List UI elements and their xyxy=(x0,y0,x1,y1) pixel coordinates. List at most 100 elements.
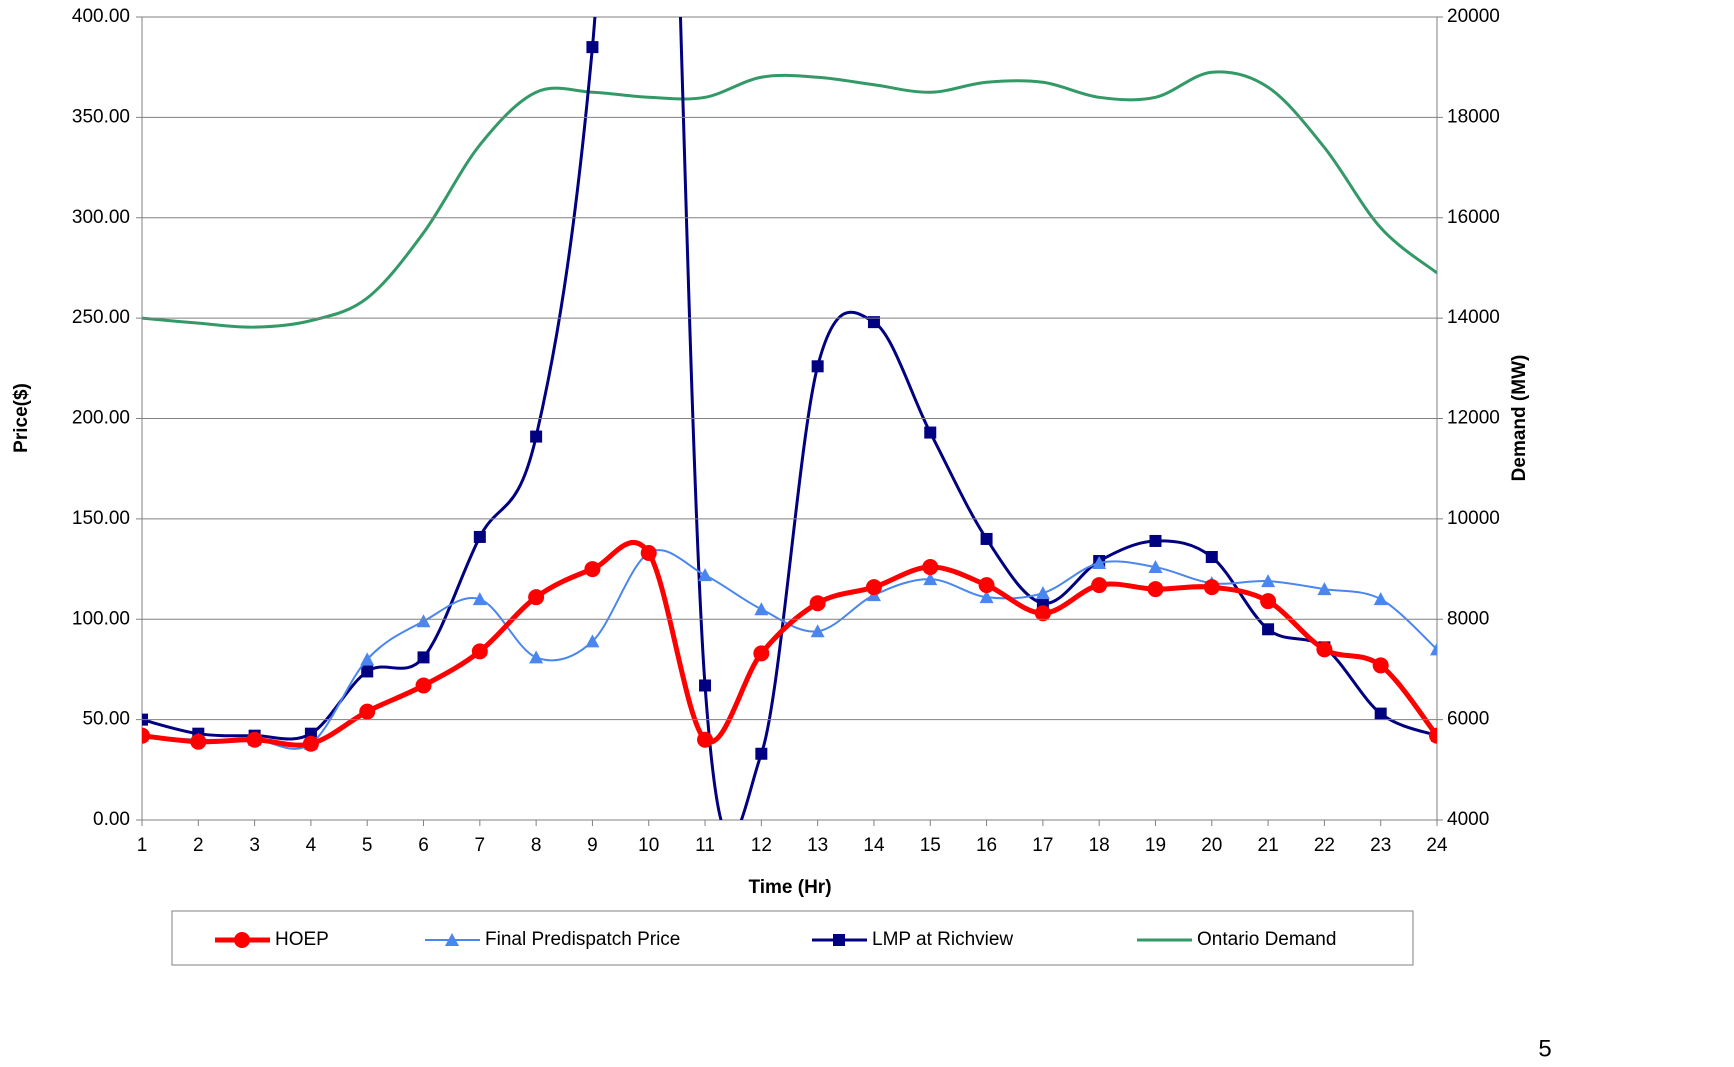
y2-tick-label: 14000 xyxy=(1447,307,1500,328)
marker xyxy=(1429,727,1437,744)
marker xyxy=(417,651,430,664)
x-tick-label: 13 xyxy=(807,835,828,856)
marker xyxy=(1203,579,1220,596)
x-tick-label: 2 xyxy=(193,835,204,856)
x-tick-label: 20 xyxy=(1201,835,1222,856)
legend-box xyxy=(171,910,1414,966)
marker xyxy=(924,426,937,439)
y-tick-label: 400.00 xyxy=(72,6,130,27)
x-tick-label: 7 xyxy=(475,835,486,856)
marker xyxy=(640,545,657,562)
marker xyxy=(471,643,488,660)
marker xyxy=(1317,582,1332,596)
x-tick-label: 8 xyxy=(531,835,542,856)
x-tick-label: 12 xyxy=(751,835,772,856)
y-tick-label: 350.00 xyxy=(72,106,130,127)
series-line xyxy=(142,17,1437,820)
marker xyxy=(415,677,432,694)
x-tick-label: 16 xyxy=(976,835,997,856)
marker xyxy=(1205,551,1218,564)
marker xyxy=(923,572,938,586)
marker xyxy=(754,602,769,616)
y-tick-label: 300.00 xyxy=(72,207,130,228)
marker xyxy=(753,645,770,662)
x-axis-title: Time (Hr) xyxy=(748,877,831,898)
y-tick-label: 250.00 xyxy=(72,307,130,328)
marker xyxy=(697,731,714,748)
y2-axis-title: Demand (MW) xyxy=(1509,355,1530,482)
marker xyxy=(867,316,880,329)
marker xyxy=(246,731,263,748)
marker xyxy=(528,589,545,606)
series-line xyxy=(142,70,1437,329)
marker xyxy=(1035,586,1050,600)
legend-label: Final Predispatch Price xyxy=(485,929,680,950)
marker xyxy=(1147,581,1164,598)
marker xyxy=(416,614,431,628)
x-tick-label: 22 xyxy=(1314,835,1335,856)
y2-tick-label: 20000 xyxy=(1447,6,1500,27)
y2-tick-label: 8000 xyxy=(1447,608,1489,629)
marker xyxy=(360,652,375,666)
marker xyxy=(585,634,600,648)
legend-label: HOEP xyxy=(275,929,329,950)
x-tick-label: 21 xyxy=(1258,835,1279,856)
marker xyxy=(1092,556,1107,570)
y2-tick-label: 12000 xyxy=(1447,408,1500,429)
marker xyxy=(586,41,599,54)
marker xyxy=(699,679,712,692)
marker xyxy=(1148,560,1163,574)
legend-label: Ontario Demand xyxy=(1197,929,1336,950)
marker xyxy=(980,532,993,545)
marker xyxy=(1373,592,1388,606)
x-tick-label: 23 xyxy=(1370,835,1391,856)
marker xyxy=(142,727,150,744)
x-tick-label: 9 xyxy=(587,835,598,856)
y-tick-label: 150.00 xyxy=(72,508,130,529)
y2-tick-label: 4000 xyxy=(1447,809,1489,830)
x-tick-label: 19 xyxy=(1145,835,1166,856)
y2-tick-label: 10000 xyxy=(1447,508,1500,529)
y-tick-label: 200.00 xyxy=(72,408,130,429)
marker xyxy=(529,650,544,664)
x-tick-label: 18 xyxy=(1089,835,1110,856)
marker xyxy=(1372,657,1389,674)
legend-marker xyxy=(833,934,845,946)
marker xyxy=(530,430,543,443)
y-tick-label: 50.00 xyxy=(82,709,130,730)
marker xyxy=(361,665,374,678)
marker xyxy=(1149,534,1162,547)
marker xyxy=(755,747,768,760)
marker xyxy=(1260,593,1277,610)
page-number: 5 xyxy=(1538,1035,1551,1062)
marker xyxy=(698,568,713,582)
marker xyxy=(1316,641,1333,658)
x-tick-label: 3 xyxy=(249,835,260,856)
marker xyxy=(978,577,995,594)
marker xyxy=(473,530,486,543)
marker xyxy=(190,733,207,750)
x-tick-label: 6 xyxy=(418,835,429,856)
y-tick-label: 100.00 xyxy=(72,608,130,629)
y2-tick-label: 18000 xyxy=(1447,106,1500,127)
x-tick-label: 17 xyxy=(1032,835,1053,856)
marker xyxy=(922,559,939,576)
marker xyxy=(359,703,376,720)
x-tick-label: 4 xyxy=(306,835,317,856)
marker xyxy=(810,624,825,638)
series-layer xyxy=(142,17,1437,820)
marker xyxy=(1034,605,1051,622)
y2-tick-label: 6000 xyxy=(1447,709,1489,730)
marker xyxy=(1262,623,1275,636)
legend-marker xyxy=(234,932,250,948)
marker xyxy=(302,735,319,752)
marker xyxy=(811,360,824,373)
marker xyxy=(979,590,994,604)
y2-tick-label: 16000 xyxy=(1447,207,1500,228)
legend-marker xyxy=(445,933,459,946)
x-tick-label: 11 xyxy=(695,835,715,856)
marker xyxy=(584,561,601,578)
marker xyxy=(865,579,882,596)
marker xyxy=(1091,577,1108,594)
